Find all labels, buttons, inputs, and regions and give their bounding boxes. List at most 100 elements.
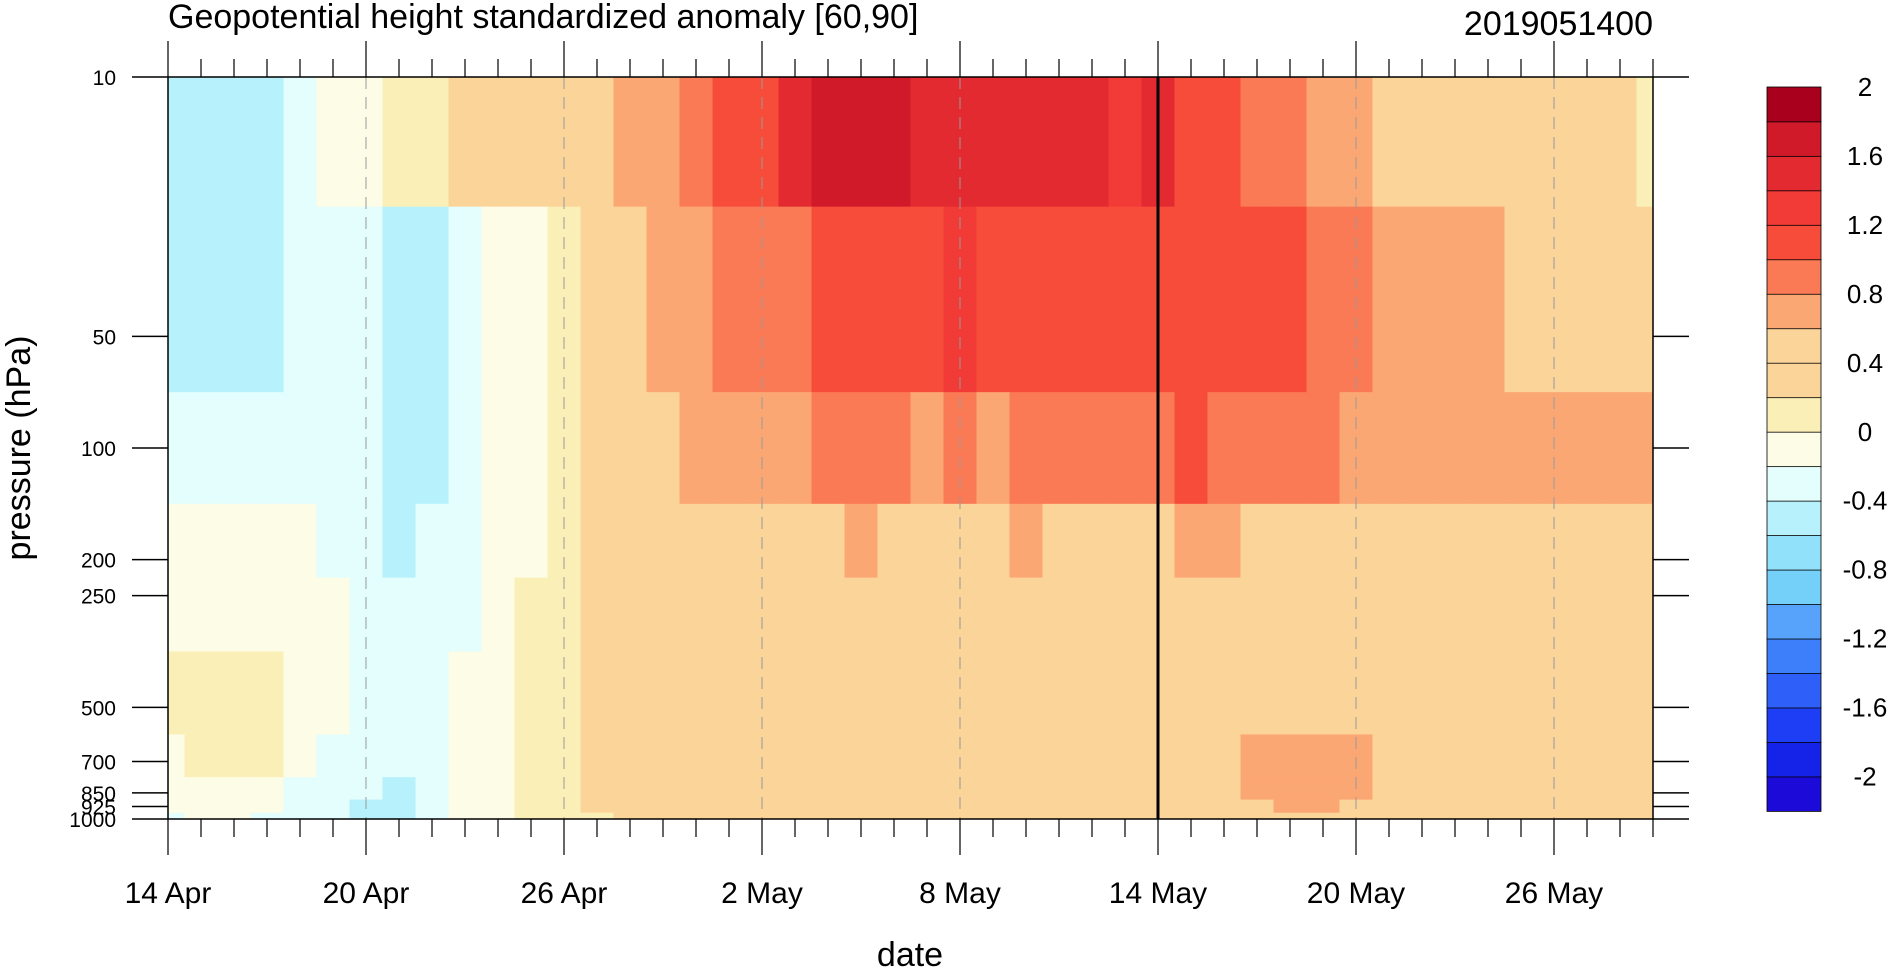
x-tick-label: 20 May (1307, 877, 1405, 910)
heatmap-cell (613, 799, 648, 814)
heatmap-cell (1603, 577, 1638, 653)
heatmap-cell (316, 812, 351, 819)
heatmap-cell (811, 812, 846, 819)
heatmap-cell (844, 651, 879, 736)
heatmap-cell (712, 812, 747, 819)
heatmap-cell (877, 392, 912, 505)
heatmap-cell (1405, 503, 1440, 579)
heatmap-cell (943, 812, 978, 819)
heatmap-cell (778, 77, 813, 208)
heatmap-cell (1603, 734, 1638, 778)
heatmap-cell (877, 812, 912, 819)
colorbar-label: 1.2 (1847, 210, 1883, 240)
heatmap-cell (811, 577, 846, 653)
heatmap-cell (316, 77, 351, 208)
x-tick-label: 8 May (919, 877, 1001, 910)
heatmap-cell (1207, 734, 1242, 778)
heatmap-cell (1240, 392, 1275, 505)
heatmap-cell (1438, 812, 1473, 819)
colorbar-swatch (1766, 190, 1822, 226)
heatmap-cell (646, 734, 681, 778)
colorbar-swatch (1766, 672, 1822, 709)
heatmap-cell (910, 734, 945, 778)
colorbar-swatch (1766, 362, 1822, 399)
heatmap-cell (1273, 777, 1308, 801)
heatmap-cell (778, 392, 813, 505)
heatmap-cell (877, 651, 912, 736)
chart-title: Geopotential height standardized anomaly… (168, 0, 918, 36)
heatmap-cell (1108, 651, 1143, 736)
heatmap-cell (1471, 77, 1506, 208)
heatmap-cell (877, 734, 912, 778)
heatmap-cell (514, 651, 549, 736)
heatmap-cell (844, 577, 879, 653)
heatmap-cell (250, 777, 285, 801)
heatmap-cell (481, 577, 516, 653)
colorbar-label: -2 (1853, 762, 1876, 792)
heatmap-cell (1240, 206, 1275, 393)
heatmap-cell (1075, 799, 1110, 814)
heatmap-cell (1240, 777, 1275, 801)
heatmap-cell (1471, 777, 1506, 801)
colorbar-swatch (1766, 396, 1822, 433)
heatmap-cell (415, 77, 450, 208)
heatmap-cell (646, 77, 681, 208)
heatmap-cell (1042, 503, 1077, 579)
heatmap-cell (1438, 734, 1473, 778)
heatmap-cell (1174, 77, 1209, 208)
heatmap-cell (712, 77, 747, 208)
heatmap-cell (217, 812, 252, 819)
colorbar-label: 0.4 (1847, 348, 1883, 378)
y-tick-label: 10 (93, 67, 116, 90)
heatmap-cell (679, 812, 714, 819)
heatmap-cell (679, 577, 714, 653)
colorbar-label: 0.8 (1847, 279, 1883, 309)
heatmap-cell (1636, 812, 1653, 819)
heatmap-cell (1372, 392, 1407, 505)
heatmap-cell (1372, 77, 1407, 208)
heatmap-cell (1405, 577, 1440, 653)
heatmap-cell (778, 651, 813, 736)
heatmap-cell (1405, 812, 1440, 819)
heatmap-cell (1570, 392, 1605, 505)
colorbar-swatch (1766, 638, 1822, 674)
heatmap-cell (910, 799, 945, 814)
heatmap-cell (283, 812, 318, 819)
colorbar-label: -1.6 (1843, 693, 1888, 723)
heatmap-cell (1009, 206, 1044, 393)
heatmap-cell (1108, 734, 1143, 778)
heatmap-cell (646, 577, 681, 653)
heatmap-cell (1108, 777, 1143, 801)
heatmap-cell (1372, 577, 1407, 653)
heatmap-cell (1108, 392, 1143, 505)
heatmap-cell (976, 77, 1011, 208)
heatmap-cell (811, 206, 846, 393)
heatmap-cell (481, 734, 516, 778)
heatmap-cell (168, 577, 186, 653)
heatmap-cell (712, 734, 747, 778)
heatmap-cell (1504, 577, 1539, 653)
heatmap-cell (184, 206, 219, 393)
heatmap-cell (1075, 206, 1110, 393)
heatmap-cell (1603, 206, 1638, 393)
heatmap-cell (1636, 392, 1653, 505)
heatmap-cell (1174, 651, 1209, 736)
colorbar-swatch (1766, 327, 1822, 364)
colorbar-swatch (1766, 776, 1822, 812)
heatmap-cell (811, 651, 846, 736)
heatmap-cell (316, 206, 351, 393)
heatmap-cell (1438, 206, 1473, 393)
heatmap-cell (1240, 77, 1275, 208)
heatmap-cell (316, 777, 351, 801)
heatmap-cell (679, 799, 714, 814)
heatmap-cell (1636, 77, 1653, 208)
heatmap-cell (514, 799, 549, 814)
colorbar-swatch (1766, 224, 1822, 261)
heatmap-cell (1471, 651, 1506, 736)
heatmap-cell (976, 799, 1011, 814)
heatmap-cell (1306, 651, 1341, 736)
heatmap-cell (976, 503, 1011, 579)
heatmap-cell (1306, 577, 1341, 653)
heatmap-cell (250, 577, 285, 653)
heatmap-cell (1174, 206, 1209, 393)
